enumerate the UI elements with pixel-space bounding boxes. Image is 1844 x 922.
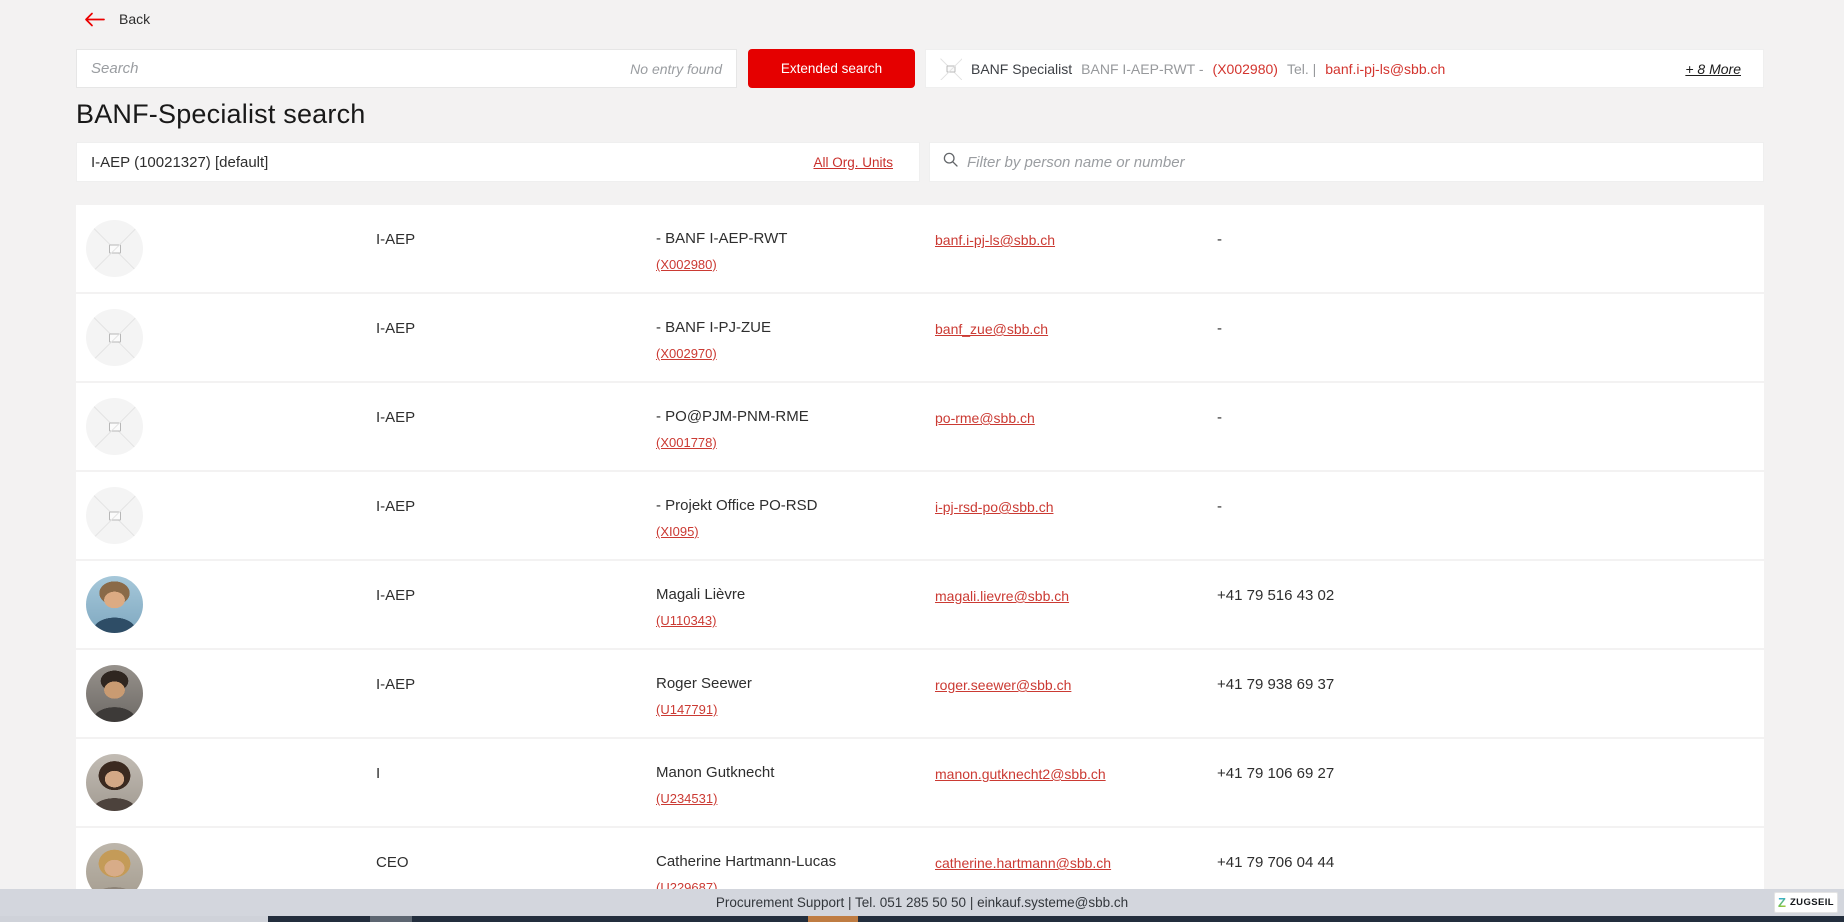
person-filter-box	[929, 142, 1764, 182]
no-entry-found-text: No entry found	[630, 60, 722, 77]
row-name: Catherine Hartmann-Lucas	[656, 853, 837, 870]
zugseil-logo-icon: Z	[1778, 895, 1786, 910]
row-org-unit: I-AEP	[376, 409, 416, 426]
row-code-link[interactable]: (XI095)	[656, 524, 699, 539]
footer-bar: Procurement Support | Tel. 051 285 50 50…	[0, 889, 1844, 916]
row-code-link[interactable]: (X002970)	[656, 346, 717, 361]
row-email-link[interactable]: i-pj-rsd-po@sbb.ch	[935, 499, 1054, 515]
table-row: I-AEP - Projekt Office PO-RSD (XI095) i-…	[76, 472, 1764, 559]
org-unit-box: All Org. Units	[76, 142, 920, 182]
row-code-link[interactable]: (X002980)	[656, 257, 717, 272]
org-unit-input[interactable]	[77, 143, 814, 181]
extended-search-button[interactable]: Extended search	[748, 49, 915, 88]
image-placeholder-icon	[108, 333, 121, 342]
specialist-org-text: BANF I-AEP-RWT -	[1081, 60, 1204, 77]
all-org-units-link[interactable]: All Org. Units	[813, 154, 893, 170]
row-code-link[interactable]: (U234531)	[656, 791, 718, 806]
specialist-email-link[interactable]: banf.i-pj-ls@sbb.ch	[1325, 60, 1446, 77]
table-row: I-AEP Roger Seewer (U147791) roger.seewe…	[76, 650, 1764, 737]
row-org-unit: I	[376, 765, 381, 782]
more-specialists-link[interactable]: + 8 More	[1685, 60, 1741, 77]
row-code-link[interactable]: (U110343)	[656, 613, 717, 628]
row-code-link[interactable]: (X001778)	[656, 435, 717, 450]
back-label: Back	[119, 11, 151, 27]
taskbar-strip	[0, 916, 1844, 922]
row-name: Manon Gutknecht	[656, 764, 775, 781]
row-phone: -	[1217, 320, 1222, 337]
row-email-link[interactable]: catherine.hartmann@sbb.ch	[935, 855, 1112, 871]
row-phone: +41 79 938 69 37	[1217, 676, 1335, 693]
row-phone: +41 79 516 43 02	[1217, 587, 1335, 604]
search-input[interactable]	[77, 50, 631, 87]
table-row: I Manon Gutknecht (U234531) manon.gutkne…	[76, 739, 1764, 826]
avatar	[86, 754, 143, 811]
row-org-unit: I-AEP	[376, 587, 416, 604]
row-phone: +41 79 106 69 27	[1217, 765, 1335, 782]
row-name: - PO@PJM-PNM-RME	[656, 408, 809, 425]
row-org-unit: CEO	[376, 854, 409, 871]
search-icon	[942, 151, 959, 173]
search-box: No entry found	[76, 49, 737, 88]
zugseil-badge: Z ZUGSEIL	[1774, 892, 1838, 913]
row-email-link[interactable]: magali.lievre@sbb.ch	[935, 588, 1070, 604]
image-placeholder-icon	[940, 58, 962, 80]
back-arrow-icon	[84, 12, 105, 27]
row-email-link[interactable]: manon.gutknecht2@sbb.ch	[935, 766, 1106, 782]
row-name: - BANF I-AEP-RWT	[656, 230, 788, 247]
page-title: BANF-Specialist search	[76, 99, 366, 129]
row-email-link[interactable]: banf.i-pj-ls@sbb.ch	[935, 232, 1056, 248]
specialist-result-list: I-AEP - BANF I-AEP-RWT (X002980) banf.i-…	[76, 205, 1764, 917]
zugseil-label: ZUGSEIL	[1789, 897, 1834, 908]
row-org-unit: I-AEP	[376, 498, 416, 515]
row-org-unit: I-AEP	[376, 676, 416, 693]
row-org-unit: I-AEP	[376, 231, 416, 248]
avatar	[86, 576, 143, 633]
row-phone: -	[1217, 409, 1222, 426]
avatar	[86, 309, 143, 366]
image-placeholder-icon	[108, 244, 121, 253]
row-code-link[interactable]: (U147791)	[656, 702, 718, 717]
row-email-link[interactable]: roger.seewer@sbb.ch	[935, 677, 1072, 693]
row-org-unit: I-AEP	[376, 320, 416, 337]
table-row: I-AEP - BANF I-PJ-ZUE (X002970) banf_zue…	[76, 294, 1764, 381]
specialist-code[interactable]: (X002980)	[1212, 60, 1278, 77]
back-button[interactable]: Back	[84, 11, 150, 27]
table-row: I-AEP Magali Lièvre (U110343) magali.lie…	[76, 561, 1764, 648]
row-name: - Projekt Office PO-RSD	[656, 497, 818, 514]
specialist-label: BANF Specialist	[971, 60, 1073, 77]
person-filter-input[interactable]	[967, 143, 1751, 181]
avatar	[86, 220, 143, 277]
footer-support-text: Procurement Support | Tel. 051 285 50 50…	[715, 895, 1129, 910]
table-row: I-AEP - BANF I-AEP-RWT (X002980) banf.i-…	[76, 205, 1764, 292]
row-email-link[interactable]: po-rme@sbb.ch	[935, 410, 1035, 426]
row-name: Magali Lièvre	[656, 586, 746, 603]
row-name: - BANF I-PJ-ZUE	[656, 319, 771, 336]
row-phone: -	[1217, 231, 1222, 248]
table-row: I-AEP - PO@PJM-PNM-RME (X001778) po-rme@…	[76, 383, 1764, 470]
specialist-summary-bar[interactable]: BANF Specialist BANF I-AEP-RWT - (X00298…	[925, 49, 1764, 88]
avatar	[86, 665, 143, 722]
row-phone: +41 79 706 04 44	[1217, 854, 1335, 871]
image-placeholder-icon	[108, 422, 121, 431]
image-placeholder-icon	[108, 511, 121, 520]
avatar	[86, 398, 143, 455]
specialist-tel-text: Tel. |	[1286, 60, 1317, 77]
row-email-link[interactable]: banf_zue@sbb.ch	[935, 321, 1049, 337]
row-phone: -	[1217, 498, 1222, 515]
row-name: Roger Seewer	[656, 675, 752, 692]
avatar	[86, 487, 143, 544]
